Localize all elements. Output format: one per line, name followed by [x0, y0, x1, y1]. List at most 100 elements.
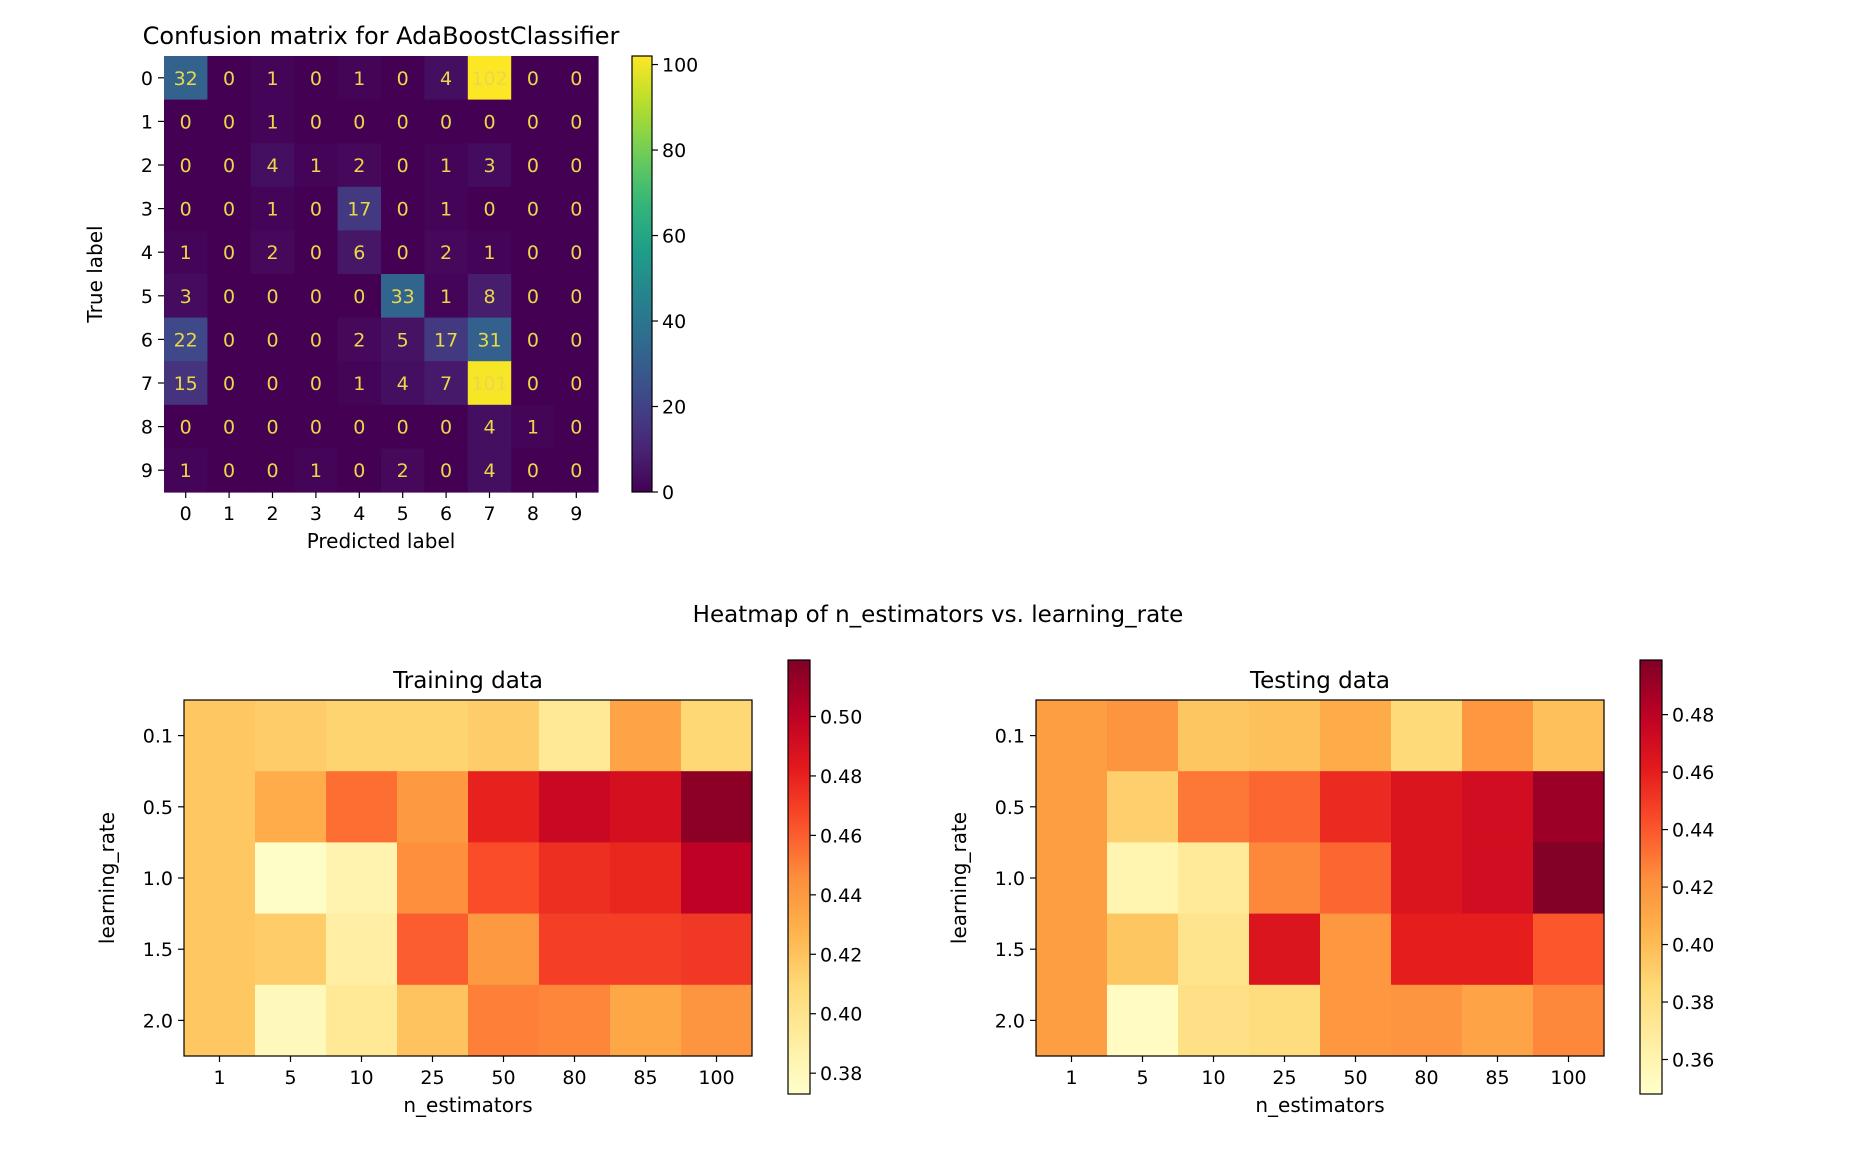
heatmap-cell	[1036, 771, 1108, 843]
heatmap-cell	[337, 274, 382, 319]
heatmap-cell	[164, 99, 208, 144]
heatmap-cell	[681, 842, 753, 915]
cell-value-label: 0	[440, 417, 452, 439]
heatmap-cell	[610, 771, 682, 843]
heatmap-cell	[467, 274, 512, 319]
colorbar-tick-label: 0.48	[820, 766, 862, 788]
cell-value-label: 101	[471, 373, 507, 395]
heatmap-cell	[468, 913, 540, 986]
cell-value-label: 0	[310, 373, 322, 395]
heatmap-cell	[511, 317, 556, 362]
cell-value-label: 15	[174, 373, 198, 395]
cell-value-label: 4	[397, 373, 409, 395]
heatmap-cell	[381, 317, 425, 362]
cell-value-label: 0	[397, 417, 409, 439]
heatmap-cell	[294, 56, 339, 101]
cell-value-label: 1	[180, 460, 192, 482]
colorbar-tick-label: 0.38	[820, 1063, 862, 1085]
heatmap-cell	[1249, 984, 1321, 1057]
heatmap-cell	[1391, 913, 1463, 986]
heatmap-cell	[1391, 842, 1463, 915]
heatmap-cell	[255, 700, 327, 772]
heatmap-cell	[1107, 700, 1179, 772]
colorbar-tick-label: 0.44	[1672, 820, 1714, 842]
heatmap-cell	[467, 143, 512, 188]
heatmap-cell	[326, 700, 398, 772]
heatmap-cell	[511, 274, 556, 319]
heatmap-cell	[250, 143, 295, 188]
y-tick-label: 2	[141, 155, 153, 177]
cell-value-label: 0	[527, 199, 539, 221]
heatmap-cell	[381, 56, 425, 101]
y-tick-label: 1.0	[995, 868, 1025, 890]
x-tick-label: 4	[353, 503, 365, 525]
heatmap-cell	[1391, 700, 1463, 772]
heatmap-cell	[554, 404, 599, 449]
cell-value-label: 0	[483, 199, 495, 221]
cell-value-label: 0	[223, 242, 235, 264]
cell-value-label: 1	[440, 199, 452, 221]
heatmap-cell	[337, 143, 382, 188]
cell-value-label: 0	[397, 155, 409, 177]
heatmap-cell	[164, 230, 208, 275]
heatmap-cell	[250, 99, 295, 144]
heatmap-cell	[255, 984, 327, 1057]
y-tick-label: 4	[141, 242, 153, 264]
heatmap-cell	[1107, 771, 1179, 843]
heatmap-cell	[1320, 771, 1392, 843]
heatmap-cell	[1178, 984, 1250, 1057]
x-tick-label: 5	[1136, 1067, 1148, 1089]
heatmap-cell	[184, 913, 256, 986]
cell-value-label: 1	[440, 155, 452, 177]
cell-value-label: 0	[397, 242, 409, 264]
cell-value-label: 0	[570, 460, 582, 482]
heatmap-cell	[1320, 842, 1392, 915]
cell-value-label: 0	[180, 199, 192, 221]
cell-value-label: 0	[397, 111, 409, 133]
colorbar-tick-label: 0.36	[1672, 1050, 1714, 1072]
heatmap-cell	[381, 186, 425, 231]
heatmap-cell	[326, 984, 398, 1057]
cell-value-label: 0	[266, 286, 278, 308]
cell-value-label: 33	[391, 286, 415, 308]
cell-value-label: 0	[353, 111, 365, 133]
colorbar-tick-label: 0.42	[820, 944, 862, 966]
heatmap-cell	[207, 274, 252, 319]
colorbar	[788, 660, 810, 1094]
heatmap-cell	[326, 771, 398, 843]
heatmap-cell	[207, 404, 252, 449]
heatmap-cell	[511, 404, 556, 449]
heatmap-cell	[1533, 913, 1605, 986]
heatmap-cell	[539, 700, 611, 772]
heatmap-cell	[511, 186, 556, 231]
heatmap-cell	[397, 700, 469, 772]
cell-value-label: 0	[266, 373, 278, 395]
heatmap-cell	[381, 274, 425, 319]
heatmap-cell	[250, 404, 295, 449]
cell-value-label: 0	[397, 199, 409, 221]
heatmap-cell	[250, 274, 295, 319]
y-tick-label: 8	[141, 417, 153, 439]
cell-value-label: 3	[180, 286, 192, 308]
cell-value-label: 102	[471, 68, 507, 90]
cell-value-label: 0	[310, 199, 322, 221]
heatmap-cell	[554, 143, 599, 188]
cell-value-label: 17	[347, 199, 371, 221]
heatmap-cell	[381, 404, 425, 449]
heatmap-cell	[539, 984, 611, 1057]
heatmap-cell	[381, 230, 425, 275]
cell-value-label: 0	[527, 286, 539, 308]
x-tick-label: 80	[1414, 1067, 1438, 1089]
colorbar-tick-label: 0.40	[1672, 935, 1714, 957]
chart-title: Training data	[392, 668, 543, 694]
heatmap-cell	[424, 274, 469, 319]
heatmap-cell	[468, 771, 540, 843]
colorbar-frame	[631, 55, 653, 493]
heatmap-cell	[424, 143, 469, 188]
heatmap-cell	[610, 984, 682, 1057]
heatmap-cell	[255, 913, 327, 986]
heatmap-cell	[424, 448, 469, 493]
heatmap-cell	[1462, 842, 1534, 915]
heatmap-cell	[164, 448, 208, 493]
heatmap-cell	[337, 404, 382, 449]
